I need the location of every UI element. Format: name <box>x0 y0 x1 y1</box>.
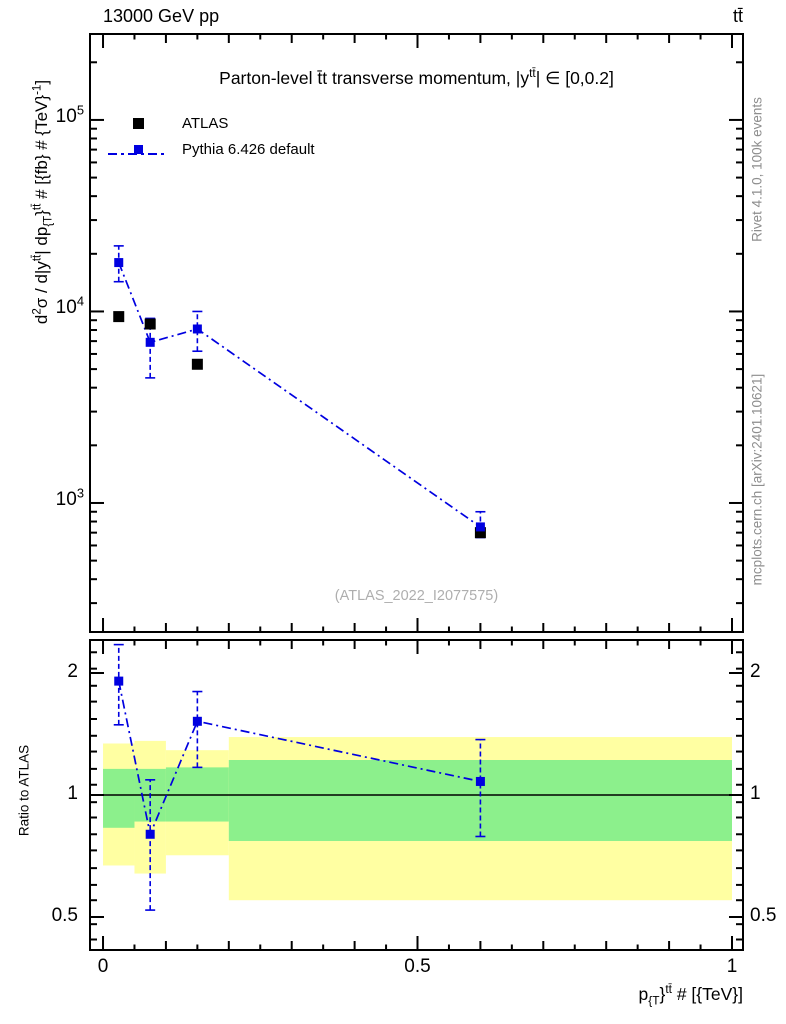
main-plot-frame <box>89 33 744 633</box>
main-y-tick-label: 104 <box>55 294 84 319</box>
ratio-y-tick-label-right: 0.5 <box>750 904 777 926</box>
pythia-data-point <box>145 337 155 347</box>
label-part: tt̄ <box>529 66 536 81</box>
x-axis-label: p{T}tt̄ # [{TeV}] <box>638 982 743 1008</box>
atlas-marker-box <box>106 117 170 129</box>
atlas-data-point <box>113 311 125 323</box>
pythia-line-main <box>117 262 481 528</box>
pythia-square-marker-icon <box>133 144 143 154</box>
pythia-dashdot-line-icon <box>108 152 168 155</box>
beam-energy-label: 13000 GeV pp <box>103 6 220 26</box>
label-part: tt̄ <box>31 203 44 211</box>
main-y-axis-label: d2σ / d|ytt̄| dp{T}tt̄ # [{fb} # {TeV}-1… <box>31 12 55 392</box>
label-part: | dp <box>32 226 51 255</box>
atlas-data-point <box>191 358 203 370</box>
x-tick-label: 0 <box>97 956 109 977</box>
label-part: -1 <box>31 84 44 95</box>
atlas-data-point <box>474 527 486 539</box>
pythia-marker-box <box>106 144 170 155</box>
label-part: σ / d|y <box>32 261 51 309</box>
label-part: tt̄ <box>665 982 672 997</box>
pythia-line-ratio <box>117 680 481 838</box>
pythia-ratio-point <box>192 716 202 726</box>
label-part: # [{TeV}] <box>671 984 743 1004</box>
main-y-tick-label: 103 <box>55 485 84 510</box>
main-y-tick-label: 105 <box>55 102 84 127</box>
ratio-y-tick-label-left: 0.5 <box>51 904 78 926</box>
uncertainty-band-green <box>103 768 135 828</box>
legend-label-pythia: Pythia 6.426 default <box>182 140 315 158</box>
x-tick-label: 1 <box>726 956 738 977</box>
label-part: # [{fb} # {TeV} <box>32 94 51 204</box>
ratio-y-tick-label-left: 2 <box>67 661 78 682</box>
rivet-version-note: Rivet 4.1.0, 100k events <box>749 97 765 242</box>
label-part: 2 <box>31 308 44 315</box>
label-part: p <box>638 984 649 1004</box>
pythia-data-point <box>114 258 124 268</box>
ratio-y-tick-label-left: 1 <box>67 782 78 804</box>
ratio-y-axis-label: Ratio to ATLAS <box>16 744 32 837</box>
analysis-id-watermark: (ATLAS_2022_I2077575) <box>334 588 499 604</box>
atlas-data-point <box>144 318 156 330</box>
legend-entry-pythia: Pythia 6.426 default <box>106 140 315 158</box>
label-part: ] <box>32 79 51 85</box>
atlas-square-marker-icon <box>132 117 144 129</box>
label-part: } <box>32 210 51 216</box>
legend-entry-atlas: ATLAS <box>106 114 228 132</box>
legend-label-atlas: ATLAS <box>182 114 229 132</box>
process-label: tt̄ <box>732 6 743 26</box>
mcplots-arxiv-note: mcplots.cern.ch [arXiv:2401.10621] <box>749 373 765 586</box>
label-part: | ∈ [0,0.2] <box>535 68 614 88</box>
ratio-y-tick-label-right: 1 <box>750 782 761 804</box>
ratio-y-tick-label-right: 2 <box>750 661 761 682</box>
label-part: tt̄ <box>31 254 44 262</box>
plot-title: Parton-level t̄t transverse momentum, |y… <box>90 66 743 89</box>
label-part: {T <box>42 215 55 227</box>
pythia-ratio-point <box>145 829 155 839</box>
pythia-ratio-point <box>475 776 485 786</box>
label-part: Parton-level t̄t transverse momentum, |y <box>219 68 530 88</box>
pythia-data-point <box>192 324 202 334</box>
pythia-ratio-point <box>114 676 124 686</box>
label-part: {T <box>648 993 660 1008</box>
label-part: } <box>659 984 666 1004</box>
label-part: d <box>32 314 51 325</box>
pythia-data-point <box>475 522 485 532</box>
x-tick-label: 0.5 <box>404 956 431 977</box>
